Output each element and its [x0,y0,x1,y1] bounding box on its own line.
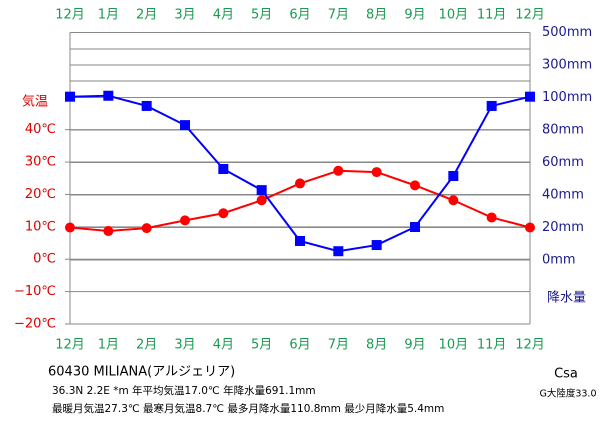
marker [141,223,152,234]
y2-axis-label: 降水量 [547,291,586,306]
x-tick-label: 12月 [515,8,545,23]
x-tick-label: 8月 [366,338,387,353]
y-tick-label: 10℃ [25,219,56,234]
x-tick-label: 9月 [404,338,425,353]
x-tick-label: 7月 [328,8,349,23]
note: 最暖月気温27.3℃ 最寒月気温8.7℃ 最多月降水量110.8mm 最少月降水… [52,402,444,415]
marker [103,226,114,237]
x-tick-label: 9月 [404,8,425,23]
y-tick-label: −20℃ [14,317,56,332]
x-tick-label: 11月 [477,338,507,353]
y-axis-label: 気温 [22,94,48,110]
marker [295,178,305,189]
x-tick-label: 4月 [213,338,234,353]
continentality: G大陸度33.0 [539,388,596,400]
marker [333,246,344,257]
marker [410,222,420,233]
note: 36.3N 2.2E *m 年平均気温17.0℃ 年降水量691.1mm [52,384,316,397]
y2-tick-label: 40mm [542,188,584,203]
y-tick-label: −10℃ [14,284,56,299]
x-tick-label: 1月 [98,8,119,23]
y-tick-label: 20℃ [25,187,56,202]
marker [486,100,497,111]
marker [525,222,535,233]
x-tick-label: 12月 [55,8,85,23]
x-tick-label: 10月 [439,338,469,353]
x-tick-label: 2月 [136,8,157,23]
marker [448,195,459,206]
x-tick-label: 2月 [136,338,157,353]
y2-tick-label: 80mm [542,123,584,138]
marker [218,208,229,219]
y-tick-label: 30℃ [25,155,56,170]
marker [103,90,114,101]
climate: Csa [554,367,578,382]
y2-tick-label: 60mm [542,155,584,170]
x-tick-label: 7月 [328,338,349,353]
marker [333,165,344,176]
marker [410,180,420,191]
marker [65,222,75,233]
x-tick-label: 6月 [289,8,310,23]
x-tick-label: 10月 [439,8,469,23]
x-tick-label: 1月 [98,338,119,353]
y2-tick-label: 100mm [542,90,592,105]
marker [295,235,305,246]
marker [218,164,229,174]
x-tick-label: 3月 [174,338,195,353]
marker [448,170,459,181]
x-tick-label: 5月 [251,8,272,23]
y-tick-label: 0℃ [33,252,56,267]
marker [180,120,190,131]
x-tick-label: 3月 [174,8,195,23]
station: 60430 MILIANA(アルジェリア) [48,365,235,380]
marker [525,91,535,102]
marker [486,212,497,223]
y2-tick-label: 300mm [542,58,592,73]
marker [141,100,152,111]
y-tick-label: 40℃ [25,122,56,137]
x-tick-label: 4月 [213,8,234,23]
marker [180,215,190,226]
y2-tick-label: 20mm [542,220,584,235]
marker [256,185,267,196]
x-tick-label: 12月 [515,338,545,353]
marker [65,91,75,102]
x-tick-label: 6月 [289,338,310,353]
y2-tick-label: 0mm [542,253,576,268]
marker [371,167,382,178]
x-tick-label: 8月 [366,8,387,23]
marker [371,240,382,251]
x-tick-label: 12月 [55,338,85,353]
x-tick-label: 11月 [477,8,507,23]
marker [256,195,267,206]
y2-tick-label: 500mm [542,25,592,40]
x-tick-label: 5月 [251,338,272,353]
